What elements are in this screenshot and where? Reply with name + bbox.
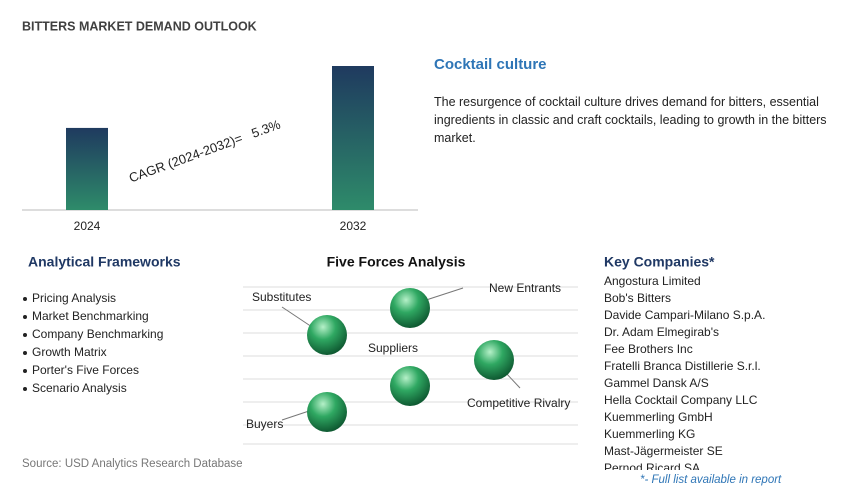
framework-item: Company Benchmarking <box>32 327 163 341</box>
framework-item: Porter's Five Forces <box>32 363 139 377</box>
bullet <box>23 351 27 355</box>
framework-item: Growth Matrix <box>32 345 107 359</box>
x-tick-label: 2024 <box>74 219 101 233</box>
company: Mast-Jägermeister SE <box>604 444 723 458</box>
company: Bob's Bitters <box>604 291 671 305</box>
company: Davide Campari-Milano S.p.A. <box>604 308 765 322</box>
company: Dr. Adam Elmegirab's <box>604 325 719 339</box>
force-label: Buyers <box>246 417 283 431</box>
force-label: Substitutes <box>252 290 311 304</box>
force-label: New Entrants <box>489 281 561 295</box>
source: Source: USD Analytics Research Database <box>22 458 243 470</box>
chart-title: BITTERS MARKET DEMAND OUTLOOK <box>22 19 257 33</box>
bullet <box>23 333 27 337</box>
company: Pernod Ricard SA <box>604 461 700 475</box>
note: *- Full list available in report <box>640 474 782 486</box>
bullet <box>23 387 27 391</box>
cagr: CAGR (2024-2032)= 5.3% <box>127 116 283 185</box>
frameworks-title: Analytical Frameworks <box>28 254 181 270</box>
bar <box>332 66 374 210</box>
company: Hella Cocktail Company LLC <box>604 393 758 407</box>
spheres <box>307 288 514 432</box>
force-label: Competitive Rivalry <box>467 396 570 410</box>
framework-item: Pricing Analysis <box>32 291 116 305</box>
highlight-title: Cocktail culture <box>434 56 547 73</box>
framework-item: Scenario Analysis <box>32 381 127 395</box>
bar <box>66 127 108 210</box>
company: Fratelli Branca Distillerie S.r.l. <box>604 359 761 373</box>
companies-list: Angostura Limited Bob's Bitters Davide Cam… <box>604 274 765 475</box>
forces-title: Five Forces Analysis <box>327 254 466 270</box>
company: Fee Brothers Inc <box>604 342 693 356</box>
highlight-text: The resurgence of cocktail culture drive… <box>434 95 827 145</box>
x-tick-label: 2032 <box>340 219 367 233</box>
company: Kuemmerling GmbH <box>604 410 713 424</box>
force-label: Suppliers <box>368 341 418 355</box>
framework-item: Market Benchmarking <box>32 309 149 323</box>
bullet <box>23 297 27 301</box>
company: Kuemmerling KG <box>604 427 695 441</box>
companies-title: Key Companies* <box>604 254 715 270</box>
company: Gammel Dansk A/S <box>604 376 709 390</box>
bullet <box>23 369 27 373</box>
company: Angostura Limited <box>604 274 701 288</box>
bullet <box>23 315 27 319</box>
